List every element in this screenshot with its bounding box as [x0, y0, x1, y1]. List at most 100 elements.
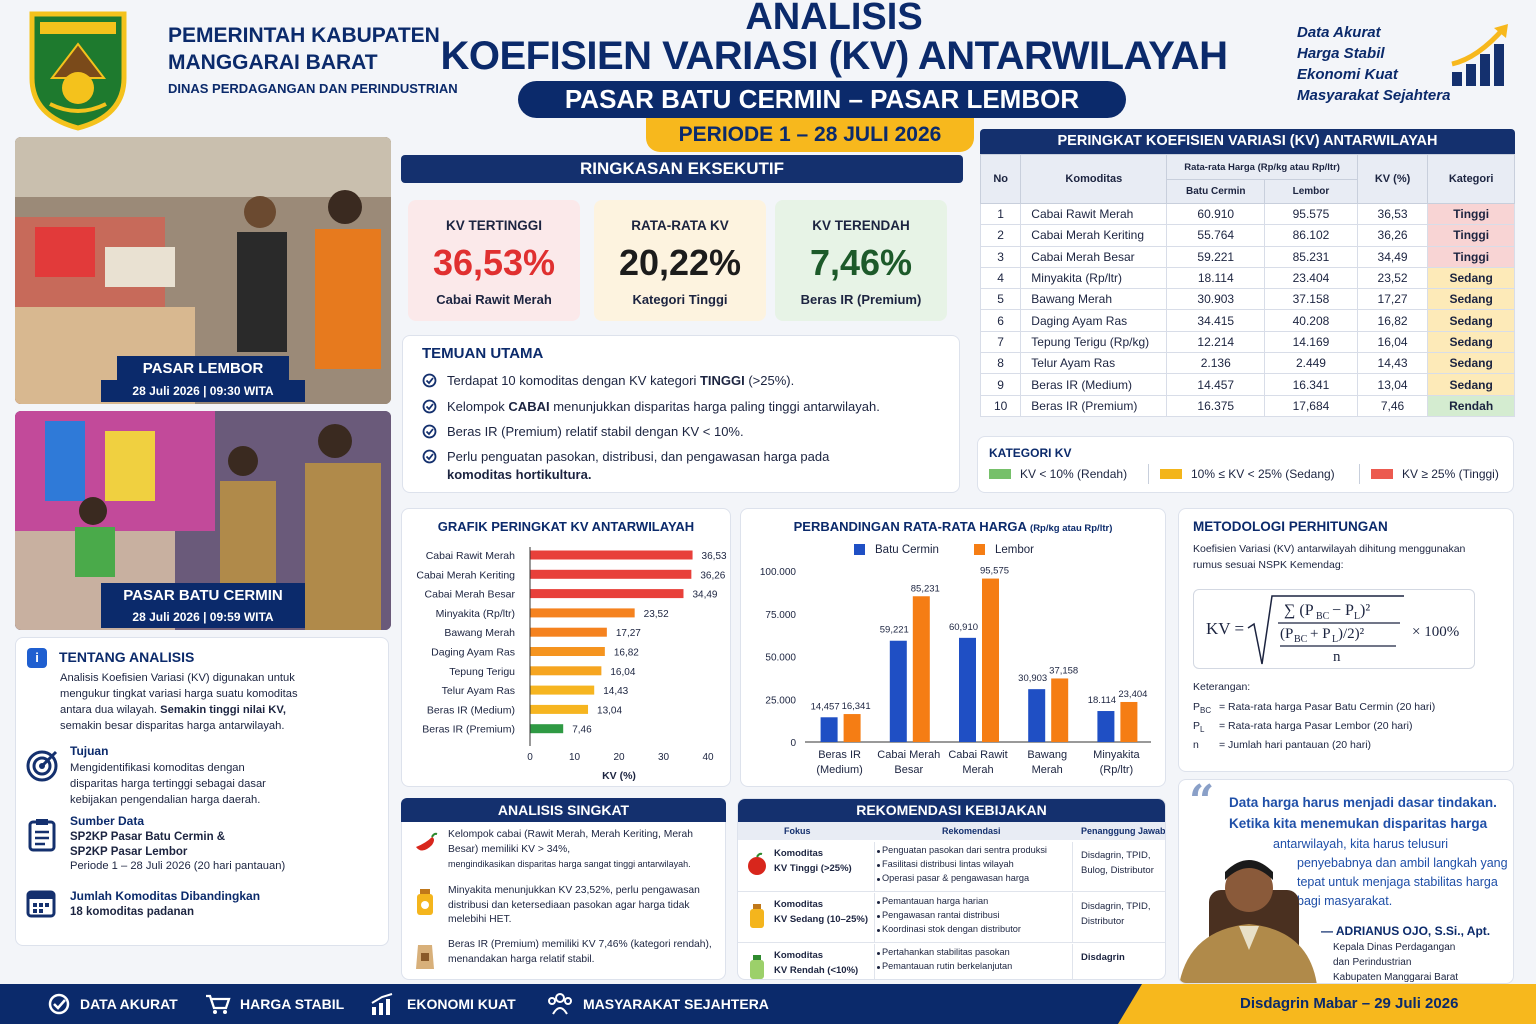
price-chart-title: PERBANDINGAN RATA-RATA HARGA (Rp/kg atau…: [741, 519, 1165, 534]
cell-no: 7: [979, 330, 1022, 354]
summary-card-label: RATA-RATA KV: [631, 218, 729, 233]
cell-lembor: 37.158: [1264, 288, 1358, 311]
clipboard-icon: [28, 818, 56, 852]
finding-item: Terdapat 10 komoditas dengan KV kategori…: [422, 372, 942, 390]
price-value-label: 37,158: [1049, 665, 1078, 676]
quote-role: dan Perindustrian: [1333, 957, 1412, 968]
price-category-label: Beras IR: [818, 749, 861, 761]
cell-batu-cermin: 55.764: [1166, 224, 1266, 247]
bullet: [877, 929, 880, 932]
tagline-item: Masyarakat Sejahtera: [1297, 87, 1451, 104]
ranking-title: PERINGKAT KOEFISIEN VARIASI (KV) ANTARWI…: [980, 129, 1515, 154]
cell-commodity: Tepung Terigu (Rp/kg): [1020, 330, 1168, 354]
cell-kv: 34,49: [1356, 245, 1429, 268]
ranking-panel: PERINGKAT KOEFISIEN VARIASI (KV) ANTARWI…: [979, 129, 1515, 420]
price-bar: [843, 714, 861, 742]
kv-bar: [530, 550, 693, 560]
price-bar: [889, 640, 907, 742]
check-circle-icon: [422, 449, 437, 464]
kv-value-label: 14,43: [603, 686, 628, 697]
org-name-line1: PEMERINTAH KABUPATEN: [168, 24, 440, 47]
cell-commodity: Cabai Merah Besar: [1020, 245, 1168, 268]
kv-category-label: Cabai Rawit Merah: [426, 550, 515, 562]
method-panel: METODOLOGI PERHITUNGAN Koefisien Variasi…: [1178, 508, 1514, 772]
method-intro: Koefisien Variasi (KV) antarwilayah dihi…: [1193, 543, 1466, 571]
price-category-label: Bawang: [1027, 749, 1067, 761]
cell-lembor: 2.449: [1264, 352, 1358, 375]
about-text-part: Analisis Koefisien Variasi (KV) digunaka…: [60, 672, 298, 716]
summary-card-value: 36,53%: [432, 242, 556, 283]
kv-value-label: 7,46: [572, 725, 592, 736]
kv-bar: [530, 569, 692, 579]
photo-title: PASAR BATU CERMIN: [101, 583, 305, 609]
price-y-tick: 0: [790, 738, 796, 749]
note-symbol: n: [1193, 739, 1199, 753]
kv-category-label: Daging Ayam Ras: [431, 647, 515, 659]
kv-legend-panel: KATEGORI KV KV < 10% (Rendah) 10% ≤ KV < …: [977, 436, 1514, 493]
chili-icon: [412, 831, 438, 861]
brief-title: ANALISIS SINGKAT: [401, 798, 726, 822]
org-department: DINAS PERDAGANGAN DAN PERINDUSTRIAN: [168, 81, 458, 96]
svg-text:(P: (P: [1280, 626, 1293, 642]
policy-row: Komoditas KV Sedang (10–25%) Pemantauan ha…: [738, 893, 1165, 943]
cell-batu-cermin: 12.214: [1166, 330, 1266, 354]
kv-x-tick: 0: [527, 752, 533, 763]
svg-text:∑ (P: ∑ (P: [1284, 602, 1314, 619]
quote-line: antarwilayah, kita harus telusuri: [1273, 837, 1449, 851]
check-circle-icon: [422, 373, 437, 388]
cell-lembor: 85.231: [1264, 245, 1358, 268]
target-icon: [26, 748, 60, 782]
note-text: = Rata-rata harga Pasar Lembor (20 hari): [1219, 720, 1413, 732]
about-panel: i TENTANG ANALISIS Analisis Koefisien Va…: [15, 637, 389, 946]
kv-x-tick: 10: [569, 752, 581, 763]
cell-category: Sedang: [1427, 288, 1515, 311]
about-text: Analisis Koefisien Variasi (KV) digunaka…: [60, 670, 320, 734]
finding-text-bold: komoditas hortikultura.: [447, 467, 592, 482]
policy-header-row: Fokus Rekomendasi Penanggung Jawab: [738, 822, 1165, 840]
cell-no: 4: [979, 266, 1022, 290]
summary-card-label: KV TERENDAH: [812, 218, 910, 233]
price-category-label: (Rp/ltr): [1100, 764, 1134, 776]
note-text: = Rata-rata harga Pasar Batu Cermin (20 …: [1219, 701, 1436, 713]
cell-kv: 16,82: [1356, 309, 1429, 332]
kv-category-label: Cabai Merah Besar: [425, 589, 516, 601]
kv-x-tick: 30: [658, 752, 670, 763]
quote-line: Data harga harus menjadi dasar tindakan.: [1229, 795, 1497, 810]
cell-category: Sedang: [1427, 373, 1515, 396]
kv-legend-title: KATEGORI KV: [989, 446, 1072, 460]
cell-commodity: Minyakita (Rp/ltr): [1020, 266, 1168, 290]
policy-focus-level: KV Tinggi (>25%): [774, 863, 852, 874]
quote-line: Ketika kita menemukan disparitas harga: [1229, 816, 1488, 831]
cell-no: 1: [979, 202, 1022, 226]
cell-no: 5: [979, 288, 1022, 311]
brief-text: Beras IR (Premium) memiliki KV 7,46% (ka…: [448, 939, 712, 965]
brief-text: Kelompok cabai (Rawit Merah, Merah Kerit…: [448, 829, 693, 855]
policy-col-rec: Rekomendasi: [942, 826, 1001, 836]
tagline-item: Ekonomi Kuat: [1297, 66, 1398, 83]
finding-text-part: Kelompok: [447, 399, 509, 414]
official-photo: [1179, 850, 1319, 983]
cell-category: Sedang: [1427, 309, 1515, 332]
quote-line: tepat untuk menjaga stabilitas harga: [1297, 875, 1498, 889]
cell-no: 8: [979, 352, 1022, 375]
note-symbol-text: P: [1193, 701, 1201, 713]
price-y-tick: 100.000: [760, 567, 797, 578]
findings-panel: TEMUAN UTAMA Terdapat 10 komoditas denga…: [402, 335, 960, 493]
price-value-label: 30,903: [1018, 673, 1047, 684]
bullet: [877, 850, 880, 853]
tagline: Data Akurat Harga Stabil Ekonomi Kuat Ma…: [1297, 22, 1450, 106]
price-bar: [912, 596, 930, 742]
svg-text:+ P: + P: [1310, 626, 1331, 642]
cell-lembor: 16.341: [1264, 373, 1358, 396]
price-value-label: 59,221: [880, 625, 909, 636]
quote-role: Kabupaten Manggarai Barat: [1333, 972, 1459, 983]
method-title: METODOLOGI PERHITUNGAN: [1193, 519, 1388, 534]
finding-item: Perlu penguatan pasokan, distribusi, dan…: [422, 448, 942, 484]
check-circle-icon: [422, 399, 437, 414]
kv-value-label: 34,49: [692, 590, 717, 601]
source-title: Sumber Data: [70, 814, 145, 828]
legend-swatch: [1160, 469, 1182, 479]
kv-category-label: Bawang Merah: [444, 627, 515, 639]
cell-kv: 36,53: [1356, 202, 1429, 226]
cell-no: 3: [979, 245, 1022, 268]
